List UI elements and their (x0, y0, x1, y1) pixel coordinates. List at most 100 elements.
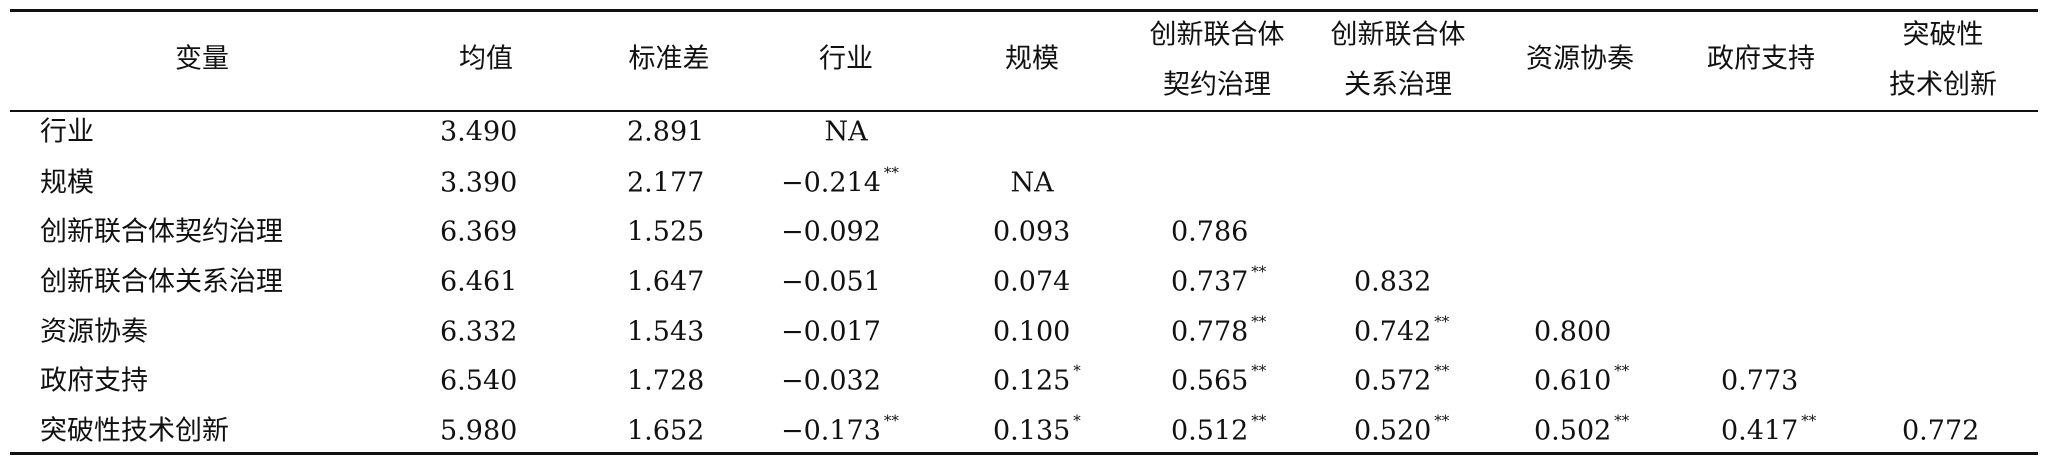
bottom-rule (10, 452, 2038, 455)
cell-value: 0.520 (1354, 415, 1432, 447)
cell-value: 0.074 (993, 266, 1071, 298)
row-label: 政府支持 (40, 365, 148, 397)
cell-value: 0.832 (1354, 266, 1432, 298)
cell: −0.173 ** (781, 413, 899, 447)
cell: 1.647 (627, 269, 704, 296)
cell: 5.980 (440, 418, 517, 445)
cell: 0.417 ** (1721, 413, 1816, 445)
significance: ** (883, 163, 899, 182)
cell-value: 2.891 (627, 116, 705, 148)
cell: 2.177 (627, 170, 704, 197)
cell-value: 5.980 (440, 415, 518, 447)
row-label: 突破性技术创新 (40, 415, 229, 447)
cell: 0.742 ** (1354, 314, 1449, 346)
cell: 0.786 (1171, 219, 1248, 246)
header-cell: 行业 (819, 43, 873, 75)
cell-value: 0.512 (1171, 415, 1249, 447)
header-cell: 变量 (175, 43, 229, 75)
cell: 0.800 (1534, 319, 1611, 346)
cell-value: 0.135 (993, 415, 1071, 447)
cell: −0.017 (781, 319, 881, 346)
cell: 6.540 (440, 368, 517, 395)
cell-value: 1.728 (627, 365, 705, 397)
cell: 0.093 (993, 219, 1070, 246)
cell: 2.891 (627, 119, 704, 146)
cell: 0.772 (1902, 418, 1979, 445)
row-label: 资源协奏 (40, 316, 148, 348)
cell-value: 0.125 (993, 365, 1071, 397)
cell: 0.832 (1354, 269, 1431, 296)
cell-value: 1.543 (627, 316, 705, 348)
significance: ** (1434, 361, 1450, 380)
cell: 0.135 * (993, 413, 1081, 447)
cell: 6.369 (440, 219, 517, 246)
cell-value: 0.772 (1902, 415, 1980, 447)
cell: 0.737 ** (1171, 264, 1266, 298)
header-cell: 资源协奏 (1526, 43, 1634, 75)
cell: 0.502 ** (1534, 413, 1629, 447)
cell-value: 0.773 (1721, 365, 1799, 397)
cell-value: 0.737 (1171, 266, 1249, 298)
header-cell: 标准差 (628, 43, 710, 75)
significance: * (1073, 361, 1081, 380)
header-cell: 突破性 (1902, 19, 1984, 51)
cell: −0.092 (781, 219, 881, 246)
top-rule (10, 9, 2038, 12)
cell-value: 0.502 (1534, 415, 1612, 447)
significance: ** (1434, 312, 1450, 331)
cell-value: 6.461 (440, 266, 518, 298)
cell: 0.512 ** (1171, 413, 1266, 447)
cell: 0.074 (993, 269, 1070, 296)
cell: 0.520 ** (1354, 413, 1449, 447)
cell: NA (1010, 170, 1053, 197)
cell: 1.728 (627, 368, 704, 395)
significance: ** (1251, 361, 1267, 380)
significance: ** (1251, 411, 1267, 430)
cell-value: 0.093 (993, 216, 1071, 248)
cell: 3.390 (440, 170, 517, 197)
cell-value: 0.786 (1171, 216, 1249, 248)
cell-value: 1.652 (627, 415, 705, 447)
header-cell: 政府支持 (1707, 43, 1815, 75)
header-cell: 技术创新 (1889, 69, 1997, 101)
significance: ** (883, 411, 899, 430)
cell-value: 0.100 (993, 316, 1071, 348)
cell: 0.565 ** (1171, 363, 1266, 397)
cell-value: 0.800 (1534, 316, 1612, 348)
cell-value: 0.572 (1354, 365, 1432, 397)
cell: 0.773 (1721, 368, 1798, 395)
row-label: 规模 (40, 167, 94, 199)
cell: 1.525 (627, 219, 704, 246)
significance: ** (1614, 361, 1630, 380)
cell-value: NA (1010, 167, 1054, 199)
header-rule (10, 110, 2038, 112)
cell-value: 6.332 (440, 316, 518, 348)
row-label: 创新联合体契约治理 (40, 216, 283, 248)
cell-value: −0.092 (781, 216, 881, 248)
header-cell: 均值 (459, 43, 513, 75)
cell-value: −0.032 (781, 365, 881, 397)
cell: 0.100 (993, 319, 1070, 346)
cell-value: 2.177 (627, 167, 705, 199)
significance: ** (1251, 262, 1267, 281)
header-cell: 规模 (1005, 43, 1059, 75)
cell-value: 1.525 (627, 216, 705, 248)
cell-value: −0.173 (781, 415, 881, 447)
cell: 0.572 ** (1354, 363, 1449, 397)
significance: * (1073, 411, 1081, 430)
cell-value: −0.051 (781, 266, 881, 298)
cell: 1.543 (627, 319, 704, 346)
cell: 1.652 (627, 418, 704, 445)
header-cell: 创新联合体 (1149, 19, 1285, 51)
cell: −0.214 ** (781, 165, 899, 197)
cell: 6.332 (440, 319, 517, 346)
significance: ** (1614, 411, 1630, 430)
cell: −0.051 (781, 269, 881, 296)
cell: 0.125 * (993, 363, 1081, 397)
cell-value: 0.565 (1171, 365, 1249, 397)
cell: 6.461 (440, 269, 517, 296)
cell-value: 1.647 (627, 266, 705, 298)
cell-value: −0.017 (781, 316, 881, 348)
cell-value: 6.369 (440, 216, 518, 248)
